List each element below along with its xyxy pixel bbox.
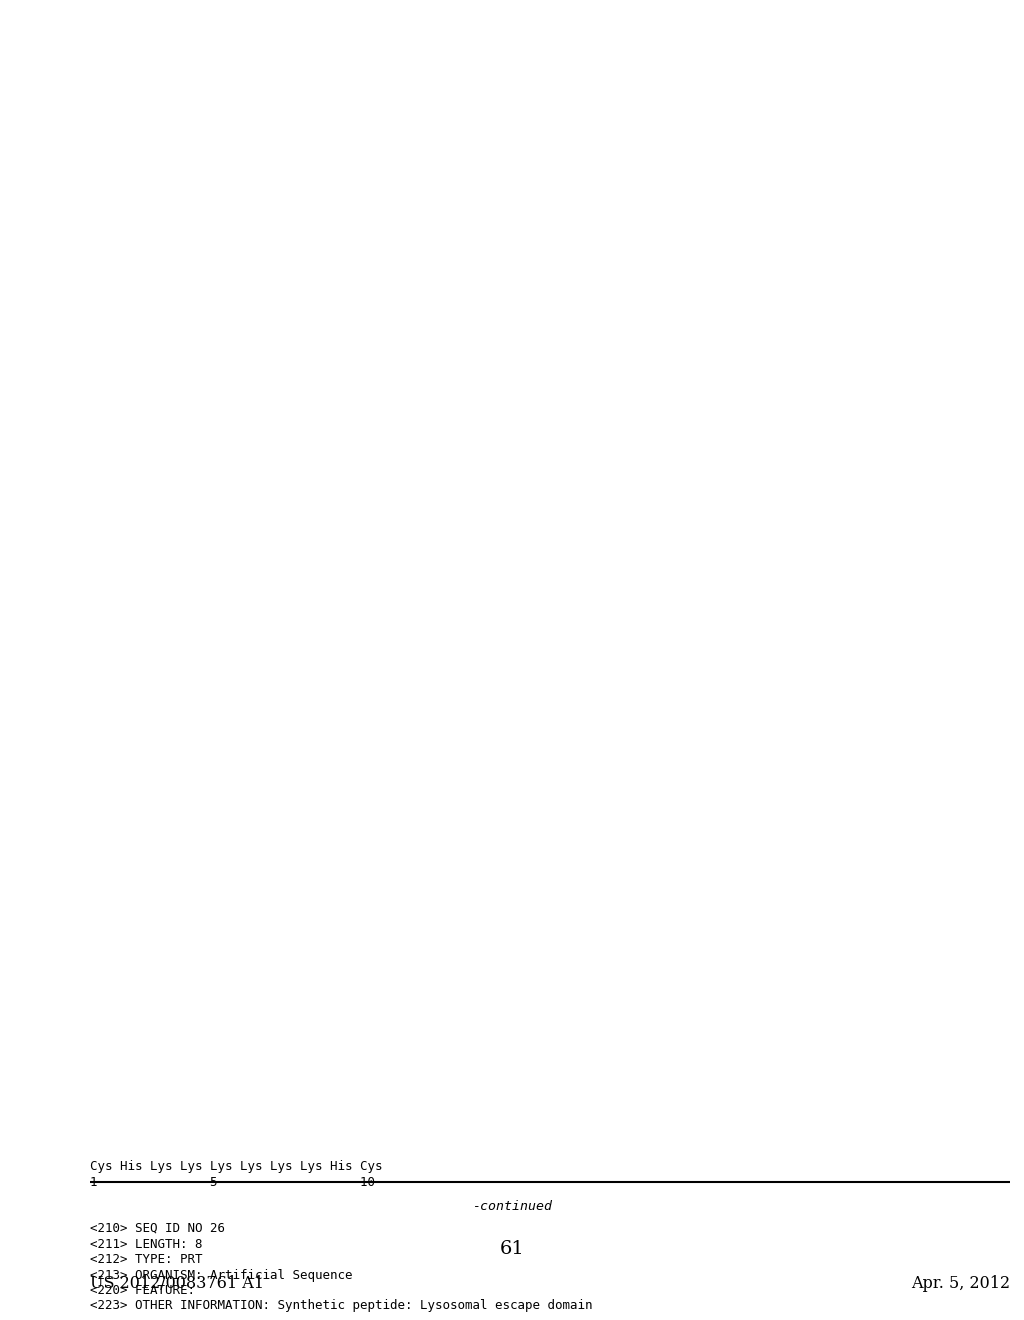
Text: 1               5                   10: 1 5 10 [90, 1176, 375, 1188]
Text: <213> ORGANISM: Artificial Sequence: <213> ORGANISM: Artificial Sequence [90, 1269, 352, 1282]
Text: <223> OTHER INFORMATION: Synthetic peptide: Lysosomal escape domain: <223> OTHER INFORMATION: Synthetic pepti… [90, 1299, 593, 1312]
Text: 61: 61 [500, 1239, 524, 1258]
Text: <211> LENGTH: 8: <211> LENGTH: 8 [90, 1238, 203, 1250]
Text: US 2012/0083761 A1: US 2012/0083761 A1 [90, 1275, 264, 1292]
Text: Cys His Lys Lys Lys Lys Lys Lys His Cys: Cys His Lys Lys Lys Lys Lys Lys His Cys [90, 1160, 383, 1173]
Text: <220> FEATURE:: <220> FEATURE: [90, 1284, 195, 1298]
Text: Apr. 5, 2012: Apr. 5, 2012 [911, 1275, 1010, 1292]
Text: -continued: -continued [472, 1200, 552, 1213]
Text: <212> TYPE: PRT: <212> TYPE: PRT [90, 1253, 203, 1266]
Text: <210> SEQ ID NO 26: <210> SEQ ID NO 26 [90, 1222, 225, 1236]
